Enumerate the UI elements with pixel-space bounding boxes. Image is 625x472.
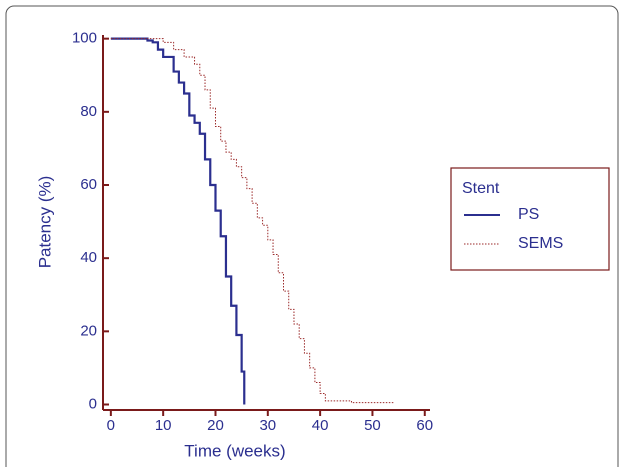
legend-label: PS <box>518 206 539 223</box>
legend-title: Stent <box>462 180 500 197</box>
x-tick-label: 40 <box>312 417 329 434</box>
y-tick-label: 80 <box>80 103 97 120</box>
x-tick-label: 20 <box>207 417 224 434</box>
y-tick-label: 0 <box>89 395 97 412</box>
x-tick-label: 30 <box>259 417 276 434</box>
legend-label: SEMS <box>518 235 563 252</box>
legend-box <box>450 167 610 271</box>
y-axis-label: Patency (%) <box>35 176 54 269</box>
y-tick-label: 40 <box>80 249 97 266</box>
y-tick-label: 20 <box>80 322 97 339</box>
x-tick-label: 50 <box>364 417 381 434</box>
series-line <box>110 38 394 404</box>
y-tick-label: 60 <box>80 176 97 193</box>
x-axis-label: Time (weeks) <box>184 441 285 460</box>
frame <box>5 5 619 472</box>
x-tick-label: 10 <box>155 417 172 434</box>
x-tick-label: 0 <box>107 417 115 434</box>
series-line <box>110 37 246 405</box>
y-tick-label: 100 <box>72 30 97 47</box>
x-tick-label: 60 <box>416 417 433 434</box>
